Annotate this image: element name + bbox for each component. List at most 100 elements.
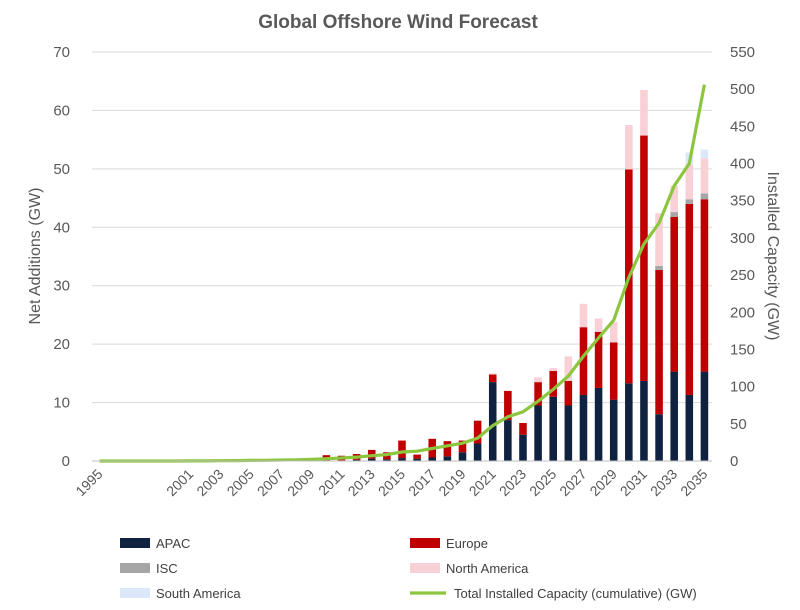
left-axis: 0 10 20 30 40 50 60 70 [53, 44, 70, 470]
bar-north-america-2028 [594, 318, 603, 332]
legend: APAC Europe ISC North America South America T… [120, 536, 697, 601]
legend-label-total-installed-capacity-cumulative-gw: Total Installed Capacity (cumulative) (G… [454, 586, 697, 601]
bar-apac-2020 [473, 443, 482, 461]
x-axis-tick-label: 2001 [163, 466, 196, 499]
bar-europe-2035 [700, 199, 709, 372]
bar-europe-2027 [579, 327, 588, 395]
bar-apac-2017 [428, 457, 437, 461]
bar-apac-2015 [398, 458, 406, 461]
bar-north-america-2025 [549, 368, 557, 372]
x-axis-tick-label: 2007 [254, 466, 287, 499]
left-axis-tick-label: 0 [62, 453, 70, 470]
bar-europe-2026 [564, 380, 573, 406]
right-axis: 0 50 100 150 200 250 300 350 400 450 500 550 [730, 44, 755, 470]
bar-apac-2019 [458, 452, 467, 461]
legend-swatch-apac [120, 538, 150, 548]
left-axis-tick-label: 40 [53, 219, 70, 236]
bar-europe-2018 [443, 441, 452, 457]
bar-europe-2024 [534, 382, 542, 406]
bar-europe-2022 [504, 390, 512, 421]
bar-apac-2028 [594, 387, 603, 461]
bar-apac-2035 [700, 371, 709, 461]
bar-apac-2029 [609, 399, 618, 461]
bar-north-america-2027 [579, 303, 588, 328]
bar-apac-2031 [640, 380, 648, 461]
bar-isc-2032 [655, 265, 663, 270]
bar-south-america-2035 [700, 149, 709, 159]
x-axis-tick-label: 1995 [72, 466, 105, 499]
x-axis-tick-label: 2031 [617, 466, 650, 499]
bar-europe-2031 [640, 135, 648, 381]
legend-swatch-south-america [120, 588, 150, 598]
bar-europe-2015 [398, 440, 406, 459]
x-axis-tick-label: 2019 [435, 466, 468, 499]
legend-swatch-north-america [410, 563, 440, 573]
bar-apac-2023 [519, 434, 527, 461]
left-axis-tick-label: 50 [53, 161, 70, 178]
right-axis-tick-label: 550 [730, 44, 755, 61]
x-axis-tick-label: 2021 [466, 466, 499, 499]
bar-apac-2034 [685, 394, 694, 461]
legend-label-north-america: North America [446, 561, 529, 576]
bar-europe-2023 [519, 423, 527, 435]
bar-apac-2014 [383, 459, 391, 461]
bar-north-america-2031 [640, 89, 648, 136]
right-axis-tick-label: 150 [730, 341, 755, 358]
bar-apac-2030 [625, 383, 633, 461]
bar-apac-2027 [579, 394, 588, 461]
bar-europe-2021 [488, 374, 497, 383]
bar-apac-2026 [564, 405, 573, 461]
bar-north-america-2021 [488, 373, 497, 375]
legend-label-apac: APAC [156, 536, 190, 551]
x-axis-tick-label: 2015 [375, 466, 408, 499]
bar-isc-2033 [670, 212, 678, 217]
x-axis-tick-label: 2027 [556, 466, 589, 499]
right-axis-tick-label: 300 [730, 230, 755, 247]
chart-title: Global Offshore Wind Forecast [258, 12, 538, 33]
x-axis-tick-label: 2029 [586, 466, 619, 499]
bar-north-america-2033 [670, 185, 678, 213]
left-axis-tick-label: 20 [53, 336, 70, 353]
bar-apac-2013 [367, 458, 376, 461]
x-axis-tick-label: 2011 [315, 466, 348, 499]
bar-europe-2019 [458, 440, 467, 453]
bar-apac-2032 [655, 414, 663, 461]
left-axis-title: Net Additions (GW) [27, 188, 44, 325]
right-axis-tick-label: 250 [730, 267, 755, 284]
right-axis-title: Installed Capacity (GW) [764, 172, 781, 341]
right-axis-tick-label: 200 [730, 304, 755, 321]
x-axis-tick-label: 2035 [677, 466, 710, 499]
bar-apac-2012 [352, 459, 361, 461]
legend-swatch-europe [410, 538, 440, 548]
right-axis-tick-label: 100 [730, 379, 755, 396]
bar-europe-2032 [655, 269, 663, 415]
bar-isc-2034 [685, 199, 694, 204]
x-axis-tick-label: 2013 [345, 466, 378, 499]
right-axis-tick-label: 0 [730, 453, 738, 470]
x-axis-tick-label: 2005 [224, 466, 257, 499]
legend-label-isc: ISC [156, 561, 178, 576]
bar-apac-2025 [549, 396, 557, 461]
bar-isc-2035 [700, 193, 709, 200]
right-axis-tick-label: 350 [730, 193, 755, 210]
legend-label-europe: Europe [446, 536, 488, 551]
bar-europe-2028 [594, 331, 603, 388]
left-axis-tick-label: 70 [53, 44, 70, 61]
x-axis-tick-label: 2023 [496, 466, 529, 499]
bar-europe-2016 [413, 454, 421, 459]
bar-north-america-2026 [564, 356, 573, 381]
bar-apac-2016 [413, 458, 421, 461]
legend-label-south-america: South America [156, 586, 241, 601]
x-axis-tick-label: 2017 [405, 466, 438, 499]
x-axis-tick-label: 2025 [526, 466, 559, 499]
bar-north-america-2024 [534, 377, 542, 383]
left-axis-tick-label: 10 [53, 395, 70, 412]
gridlines [92, 51, 712, 462]
left-axis-tick-label: 30 [53, 278, 70, 295]
bar-europe-2034 [685, 203, 694, 395]
right-axis-tick-label: 500 [730, 81, 755, 98]
bar-apac-2024 [534, 405, 542, 461]
bar-apac-2022 [504, 420, 512, 461]
